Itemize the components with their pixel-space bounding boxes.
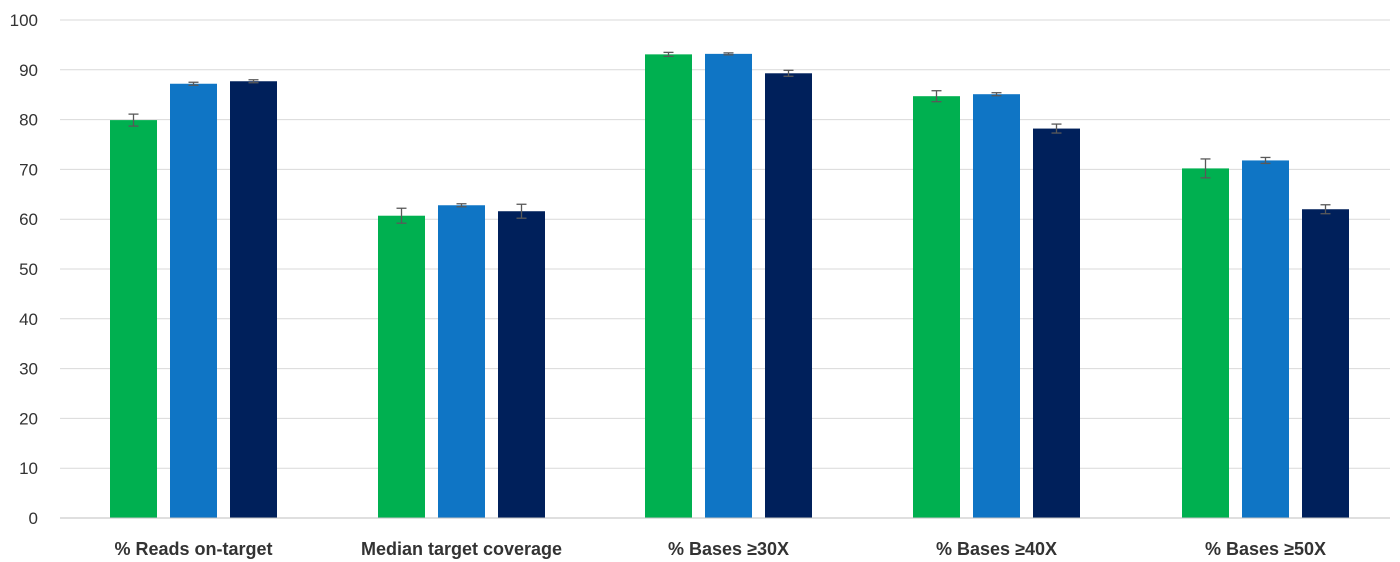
bar xyxy=(1182,168,1229,519)
bar xyxy=(230,81,277,518)
bar xyxy=(705,53,752,518)
y-tick-label: 70 xyxy=(19,160,38,179)
bar xyxy=(438,205,485,519)
bar xyxy=(110,120,157,519)
bar xyxy=(498,211,545,518)
bar xyxy=(1302,209,1349,519)
bar xyxy=(1033,128,1080,518)
bar xyxy=(1242,160,1289,518)
bar xyxy=(913,96,960,518)
bar xyxy=(973,94,1020,519)
x-category-label: % Bases ≥30X xyxy=(668,539,789,559)
bar xyxy=(765,73,812,518)
y-tick-label: 60 xyxy=(19,210,38,229)
x-axis-category-labels: % Reads on-target Median target coverage%… xyxy=(114,539,1326,559)
x-category-label: % Bases ≥40X xyxy=(936,539,1057,559)
y-tick-label: 10 xyxy=(19,459,38,478)
y-tick-label: 80 xyxy=(19,111,38,130)
bar xyxy=(170,83,217,518)
y-tick-label: 40 xyxy=(19,310,38,329)
error-bars xyxy=(128,51,1331,224)
x-category-label: % Reads on-target xyxy=(114,539,272,559)
bar xyxy=(378,215,425,519)
y-tick-label: 100 xyxy=(10,11,38,30)
x-category-label: % Bases ≥50X xyxy=(1205,539,1326,559)
bars xyxy=(110,53,1349,519)
y-tick-label: 30 xyxy=(19,360,38,379)
y-axis-tick-labels: 0 10 20 30 40 50 60 70 80 90 100 xyxy=(10,11,38,528)
y-tick-label: 50 xyxy=(19,260,38,279)
y-tick-label: 0 xyxy=(29,509,38,528)
x-category-label: Median target coverage xyxy=(361,539,562,559)
bar xyxy=(645,54,692,518)
y-tick-label: 90 xyxy=(19,61,38,80)
y-tick-label: 20 xyxy=(19,409,38,428)
